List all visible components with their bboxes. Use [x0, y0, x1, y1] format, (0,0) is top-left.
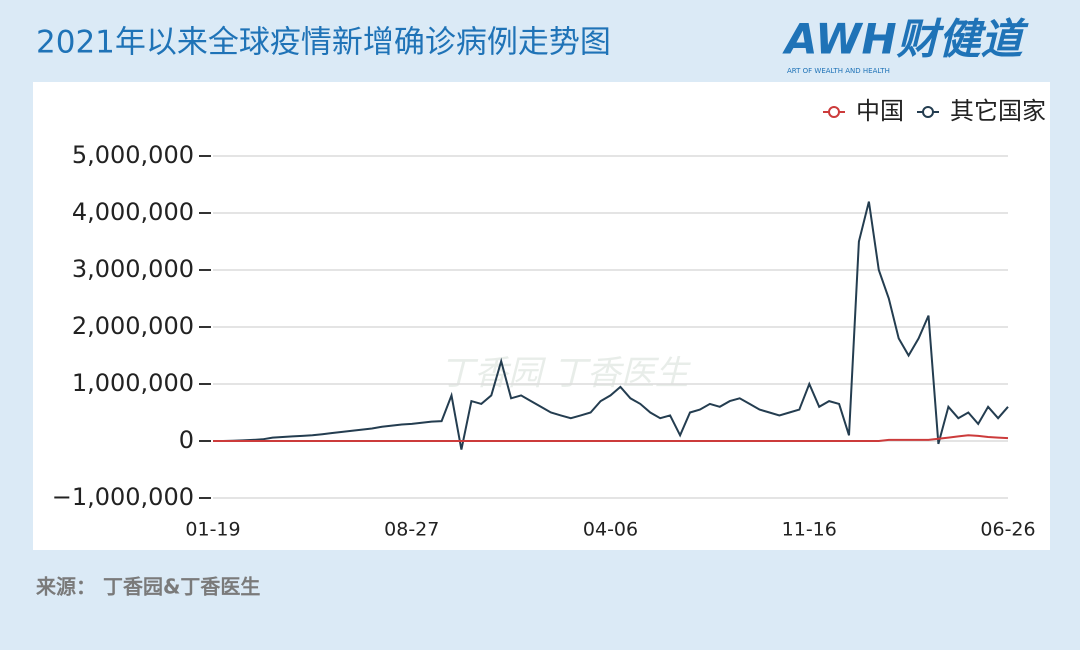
y-tick-label: 3,000,000: [72, 255, 194, 283]
series-line: [213, 434, 1009, 442]
series-line: [213, 201, 1009, 450]
legend-marker: [828, 106, 840, 118]
brand-sub: ART OF WEALTH AND HEALTH: [787, 67, 890, 75]
x-tick-label: 08-27: [384, 519, 439, 541]
y-tick-label: 0: [179, 426, 194, 454]
y-tick-label: 2,000,000: [72, 312, 194, 340]
y-tick-label: 4,000,000: [72, 198, 194, 226]
watermark: 丁香园 丁香医生: [440, 354, 692, 394]
x-tick-label: 01-19: [185, 519, 240, 541]
chart-title: 2021年以来全球疫情新增确诊病例走势图: [36, 25, 611, 61]
source: 来源： 丁香园&丁香医生: [35, 575, 260, 599]
legend-label: 其它国家: [950, 97, 1046, 125]
x-tick-label: 11-16: [782, 519, 837, 541]
brand: AWH财健道: [782, 15, 1030, 64]
y-tick-label: 5,000,000: [72, 141, 194, 169]
y-tick-label: 1,000,000: [72, 369, 194, 397]
x-tick-label: 06-26: [980, 519, 1035, 541]
y-tick-label: −1,000,000: [52, 483, 194, 511]
plot-panel: [33, 82, 1050, 550]
legend-marker: [922, 106, 934, 118]
x-tick-label: 04-06: [583, 519, 638, 541]
legend-label: 中国: [856, 97, 904, 125]
